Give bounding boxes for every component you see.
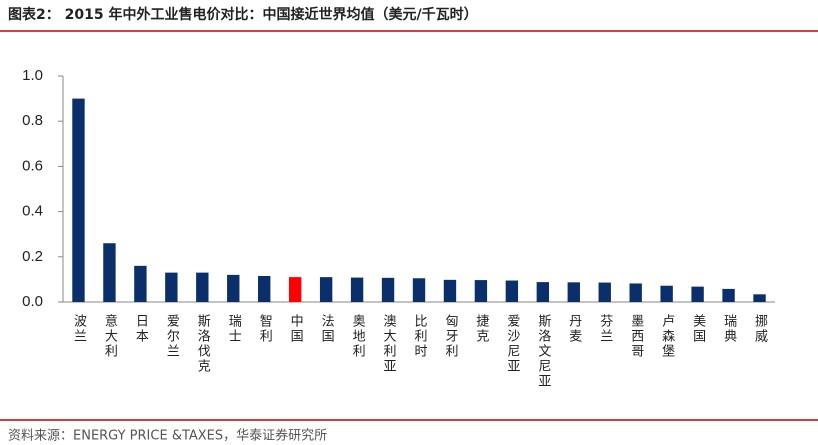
- bar: [722, 288, 735, 302]
- y-tick-label: 0.4: [22, 203, 43, 220]
- bar: [567, 282, 580, 302]
- x-tick-label: 斯洛文尼亚: [535, 314, 551, 389]
- bar: [629, 283, 642, 302]
- bar: [103, 243, 116, 302]
- x-tick-label: 卢森堡: [659, 313, 675, 359]
- x-tick-label: 中国: [288, 314, 303, 344]
- x-tick-label: 墨西哥: [628, 314, 644, 359]
- bar: [474, 280, 488, 302]
- title: 图表2： 2015 年中外工业售电价对比：中国接近世界均值（美元/千瓦时）: [8, 6, 478, 23]
- bar: [288, 277, 302, 302]
- bar: [196, 272, 209, 302]
- x-tick-label: 斯洛伐克: [195, 314, 211, 374]
- bar: [660, 285, 673, 302]
- x-tick-label: 挪威: [752, 314, 768, 344]
- bar: [536, 282, 550, 302]
- bar: [165, 272, 178, 302]
- bar: [598, 282, 611, 302]
- x-tick-label: 匈牙利: [442, 314, 458, 359]
- bar: [505, 280, 519, 302]
- x-tick-label: 意大利: [102, 313, 118, 359]
- bar: [381, 277, 395, 302]
- bar: [443, 279, 457, 302]
- plot: 0.0 0.2 0.4 0.6 0.8 1.0 波兰 意大利 日本 爱尔兰 斯洛伐克 瑞士 智利 中国 法国…: [22, 67, 775, 389]
- y-tick-label: 0.8: [22, 112, 43, 129]
- x-tick-label: 波兰: [71, 314, 87, 344]
- x-tick-label: 智利: [257, 314, 273, 344]
- bar: [134, 265, 147, 302]
- x-tick-label: 爱沙尼亚: [504, 314, 520, 374]
- x-tick-label: 澳大利亚: [381, 313, 397, 374]
- bar: [227, 274, 240, 302]
- x-tick-label: 奥地利: [350, 314, 366, 359]
- x-tick-label: 爱尔兰: [164, 314, 180, 359]
- x-tick-label: 瑞典: [721, 314, 737, 344]
- x-tick-label: 捷克: [473, 314, 489, 344]
- x-tick-label: 丹麦: [566, 314, 582, 344]
- x-tick-label: 日本: [133, 314, 149, 344]
- bar: [319, 277, 333, 302]
- bar: [350, 277, 364, 302]
- bar: [258, 276, 271, 302]
- bar: [412, 278, 426, 302]
- y-tick-label: 0.2: [22, 248, 43, 265]
- y-tick-label: 0.0: [22, 293, 43, 310]
- y-tick-label: 1.0: [22, 67, 43, 84]
- source: 资料来源：ENERGY PRICE &TAXES，华泰证券研究所: [8, 428, 327, 444]
- x-tick-label: 芬兰: [597, 314, 613, 344]
- bar: [72, 98, 85, 302]
- x-tick-label: 瑞士: [226, 314, 242, 344]
- bar: [691, 286, 704, 302]
- y-tick-label: 0.6: [22, 157, 43, 174]
- bar: [753, 294, 766, 302]
- x-tick-label: 法国: [319, 314, 335, 344]
- x-tick-label: 美国: [690, 314, 706, 344]
- x-tick-label: 比利时: [412, 314, 428, 359]
